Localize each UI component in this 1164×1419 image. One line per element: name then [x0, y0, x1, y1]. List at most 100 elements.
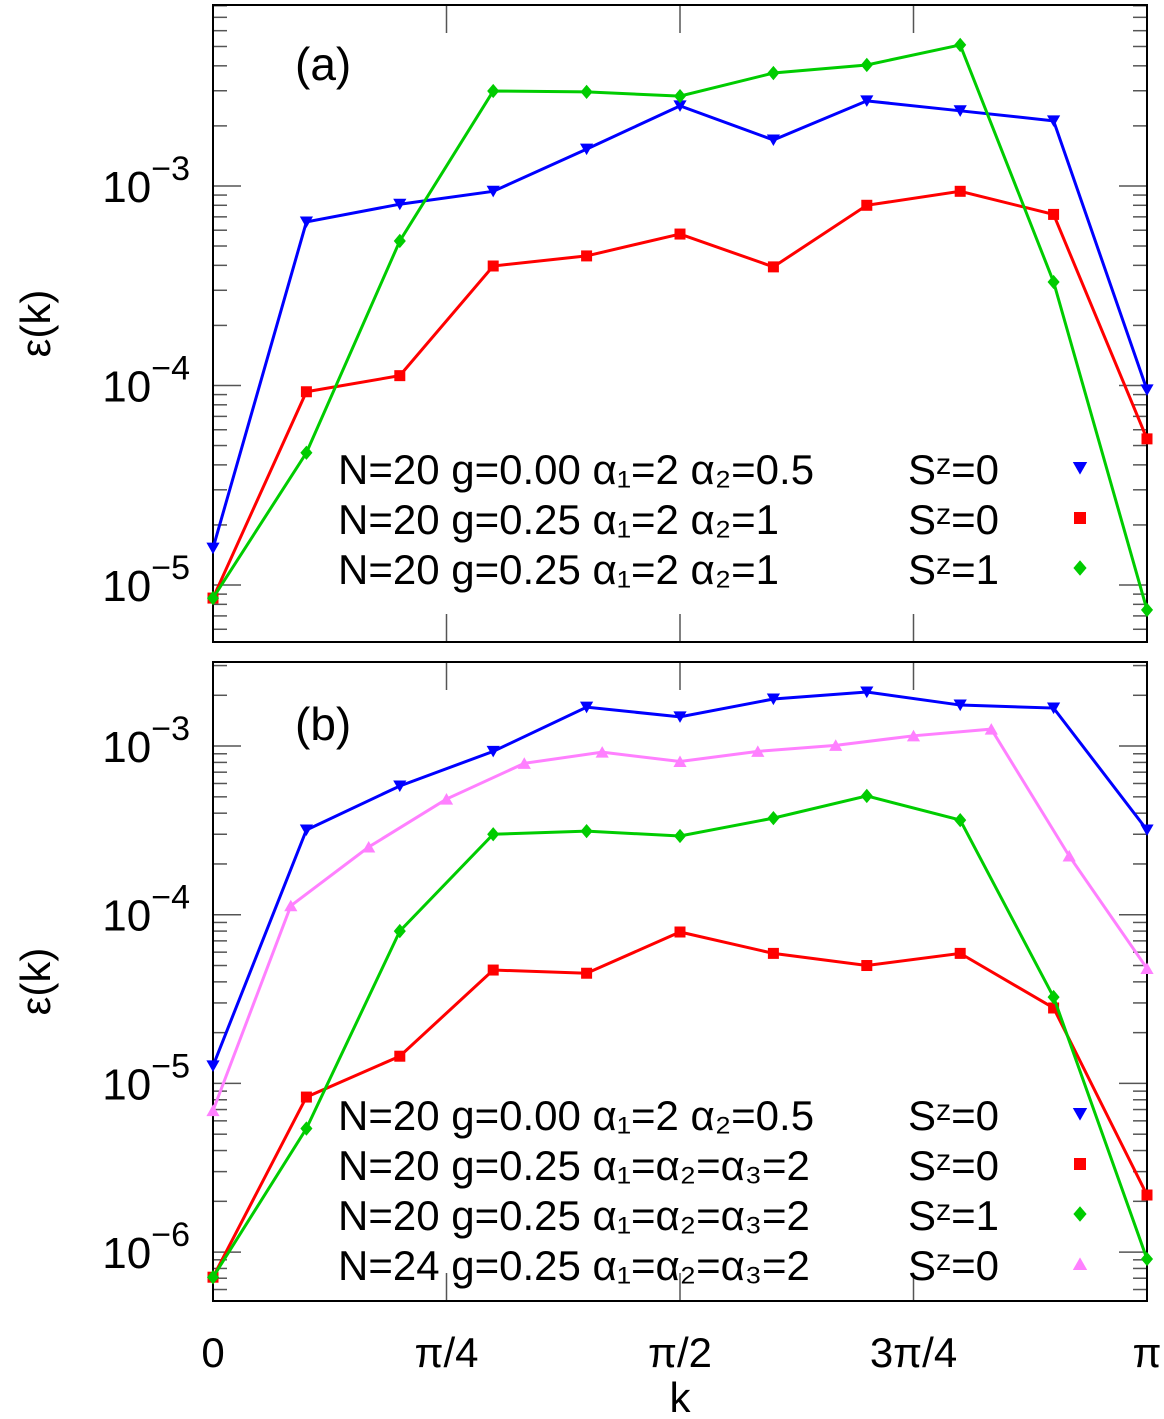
legend-label: N=20 g=0.00 α₁=2 α₂=0.5	[338, 446, 814, 493]
series-2	[206, 37, 1154, 618]
x-tick-label: 3π/4	[870, 1329, 957, 1376]
data-point	[829, 739, 843, 751]
data-point	[206, 1060, 220, 1072]
data-point	[1047, 989, 1060, 1005]
legend-spin: Sᶻ=0	[908, 1142, 999, 1189]
data-point	[860, 686, 874, 699]
data-point	[487, 964, 499, 976]
legend-label: N=20 g=0.25 α₁=α₂=α₃=2	[338, 1192, 810, 1239]
y-tick-label: 10−5	[102, 1047, 190, 1109]
data-point	[206, 590, 220, 606]
data-point	[393, 923, 406, 939]
y-tick-label: 10−4	[102, 349, 190, 411]
legend-label: N=20 g=0.25 α₁=2 α₂=1	[338, 546, 779, 593]
panel-label: (b)	[295, 698, 351, 750]
data-point	[1047, 702, 1061, 715]
data-point	[1141, 1189, 1153, 1201]
data-point	[767, 261, 779, 273]
legend-label: N=20 g=0.00 α₁=2 α₂=0.5	[338, 1092, 814, 1139]
x-tick-label: π/4	[414, 1329, 478, 1376]
data-point	[393, 198, 407, 211]
data-point	[486, 745, 500, 758]
data-point	[581, 967, 593, 979]
plot-frame	[212, 4, 1148, 643]
data-point	[1140, 1251, 1154, 1267]
data-point	[1047, 274, 1060, 290]
legend-spin: Sᶻ=0	[908, 1242, 999, 1289]
data-point	[300, 445, 313, 460]
data-point	[300, 1121, 313, 1136]
legend-marker	[1072, 1257, 1088, 1270]
data-point	[1140, 602, 1154, 618]
y-tick-label: 10−5	[102, 549, 190, 611]
data-point	[673, 100, 687, 112]
data-point	[580, 701, 594, 714]
data-point	[953, 699, 967, 712]
data-point	[673, 711, 687, 723]
series-1	[207, 185, 1153, 604]
data-point	[954, 185, 966, 197]
legend-marker	[1074, 512, 1086, 524]
legend-marker	[1074, 1158, 1086, 1170]
y-tick-label: 10−6	[102, 1216, 190, 1278]
data-point	[439, 793, 454, 805]
data-point	[581, 250, 593, 262]
legend-spin: Sᶻ=0	[908, 1092, 999, 1139]
data-point	[1062, 849, 1076, 862]
series-line	[211, 727, 1149, 1112]
data-point	[673, 828, 687, 844]
series-0	[206, 686, 1154, 1072]
y-tick-label: 10−4	[102, 879, 190, 941]
panel-label: (a)	[295, 38, 351, 90]
data-point	[984, 723, 998, 735]
data-point	[861, 960, 873, 972]
y-tick-label: 10−3	[102, 150, 190, 212]
x-tick-label: π	[1133, 1329, 1162, 1376]
data-point	[674, 228, 686, 240]
data-point	[580, 84, 593, 100]
data-point	[767, 65, 780, 81]
data-point	[1048, 208, 1060, 220]
data-point	[393, 233, 406, 249]
data-point	[595, 746, 609, 758]
legend-label: N=20 g=0.25 α₁=2 α₂=1	[338, 496, 779, 543]
data-point	[206, 1270, 220, 1285]
legend-marker	[1072, 1108, 1088, 1121]
x-tick-label: π/2	[648, 1329, 712, 1376]
data-point	[517, 757, 531, 769]
data-point	[673, 755, 687, 767]
data-point	[751, 745, 765, 757]
legend-spin: Sᶻ=0	[908, 496, 999, 543]
data-point	[953, 105, 967, 117]
data-point	[394, 1050, 406, 1062]
legend-spin: Sᶻ=0	[908, 446, 999, 493]
data-point	[1141, 433, 1153, 445]
data-point	[860, 57, 873, 73]
data-point	[300, 1091, 312, 1103]
data-point	[860, 788, 873, 804]
data-point	[861, 199, 873, 211]
data-point	[766, 693, 780, 706]
data-point	[906, 729, 921, 742]
x-tick-label: 0	[201, 1329, 224, 1376]
plot-frame	[212, 661, 1148, 1302]
legend-marker	[1072, 462, 1088, 475]
panel-a: 10−3 10−4 10−5 ε(k) (a) N=20 g=0.00 α₁=2 α₂=0…	[12, 4, 1154, 643]
x-axis-label: k	[670, 1374, 692, 1419]
series-0	[206, 95, 1154, 555]
legend-label: N=24 g=0.25 α₁=α₂=α₃=2	[338, 1242, 810, 1289]
data-point	[1140, 962, 1154, 975]
data-point	[206, 1104, 220, 1117]
data-point	[766, 134, 780, 147]
data-point	[674, 926, 686, 938]
legend-label: N=20 g=0.25 α₁=α₂=α₃=2	[338, 1142, 810, 1189]
series-3	[206, 723, 1154, 1117]
data-point	[486, 185, 500, 198]
data-point	[487, 827, 500, 842]
data-point	[954, 812, 967, 828]
data-point	[954, 37, 967, 53]
series-2	[206, 788, 1154, 1285]
data-point	[393, 780, 407, 793]
data-point	[394, 370, 406, 382]
